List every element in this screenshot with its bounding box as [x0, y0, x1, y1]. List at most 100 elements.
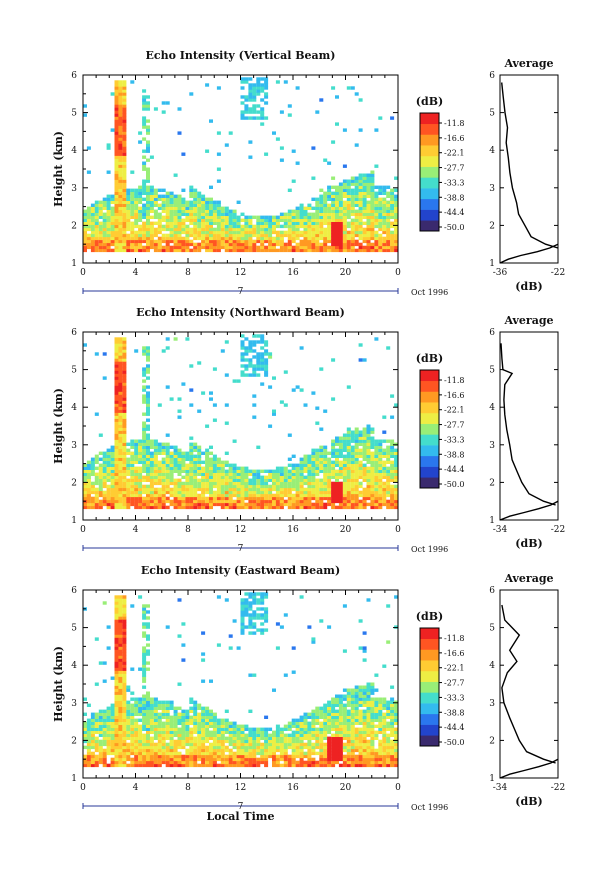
heatmap-cell — [390, 454, 395, 458]
heatmap-cell — [390, 415, 395, 419]
heatmap-cell — [122, 670, 127, 674]
colorbar-segment — [420, 466, 439, 478]
heatmap-cell — [122, 475, 127, 479]
heatmap-cell — [114, 748, 119, 753]
heatmap-cell — [240, 757, 245, 762]
heatmap-cell — [201, 239, 206, 244]
heatmap-cell — [338, 451, 343, 455]
heatmap-cell — [256, 215, 261, 219]
heatmap-cell — [118, 364, 123, 368]
heatmap-cell — [299, 715, 304, 719]
heatmap-cell — [161, 484, 166, 489]
heatmap-cell — [161, 751, 166, 756]
heatmap-cell — [98, 739, 103, 744]
heatmap-cell — [134, 505, 139, 510]
heatmap-cell — [390, 490, 395, 495]
heatmap-cell — [146, 170, 150, 174]
heatmap-cell — [114, 218, 119, 222]
heatmap-cell — [153, 496, 158, 501]
heatmap-cell — [244, 358, 249, 362]
heatmap-cell — [350, 218, 355, 222]
heatmap-cell — [142, 212, 147, 216]
colorbar-frame — [419, 112, 440, 232]
heatmap-cell — [236, 379, 241, 383]
heatmap-cell — [342, 505, 347, 510]
heatmap-cell — [307, 502, 312, 507]
heatmap-cell — [83, 763, 87, 768]
heatmap-cell — [118, 742, 123, 747]
heatmap-cell — [122, 200, 127, 204]
profile-title: Average — [503, 314, 553, 327]
heatmap-cell — [102, 709, 107, 713]
heatmap-cell — [146, 128, 150, 132]
heatmap-cell — [193, 739, 198, 744]
heatmap-cell — [122, 751, 127, 756]
heatmap-cell — [268, 478, 273, 482]
heatmap-cell — [260, 346, 265, 350]
heatmap-cell — [161, 754, 166, 759]
heatmap-cell — [114, 670, 119, 674]
heatmap-cell — [189, 457, 194, 461]
heatmap-cell — [114, 152, 119, 156]
heatmap-cell — [169, 233, 174, 238]
heatmap-cell — [114, 460, 119, 464]
heatmap-cell — [268, 218, 273, 222]
heatmap-cell — [122, 406, 127, 410]
heatmap-cell — [122, 206, 127, 210]
heatmap-cell — [153, 481, 158, 486]
heatmap-cell — [146, 95, 150, 99]
heatmap-cell — [382, 481, 387, 486]
heatmap-cell — [161, 502, 166, 507]
heatmap-cell — [86, 763, 91, 768]
heatmap-cell — [181, 206, 186, 210]
heatmap-cell — [362, 197, 367, 201]
heatmap-cell — [228, 736, 233, 740]
heatmap-cell — [264, 595, 269, 599]
heatmap-cell — [350, 478, 355, 482]
heatmap-cell — [252, 733, 257, 737]
heatmap-cell — [335, 481, 339, 486]
heatmap-cell — [291, 742, 296, 747]
heatmap-cell — [346, 451, 351, 455]
heatmap-cell — [216, 757, 221, 762]
heatmap-cell — [283, 739, 288, 744]
heatmap-cell — [323, 197, 328, 201]
heatmap-cell — [212, 248, 217, 253]
heatmap-cell — [295, 487, 300, 492]
heatmap-cell — [118, 134, 123, 138]
heatmap-cell — [142, 367, 147, 371]
heatmap-cell — [212, 227, 217, 232]
heatmap-cell — [185, 212, 190, 216]
heatmap-cell — [122, 505, 127, 510]
heatmap-cell — [142, 676, 147, 680]
heatmap-cell — [114, 346, 119, 350]
heatmap-cell — [366, 457, 371, 461]
heatmap-cell — [315, 200, 320, 204]
heatmap-cell — [122, 370, 127, 374]
heatmap-cell — [354, 499, 359, 504]
heatmap-cell — [220, 469, 225, 473]
heatmap-cell — [181, 466, 186, 470]
heatmap-cell — [382, 472, 387, 476]
heatmap-cell — [138, 454, 143, 458]
heatmap-cell — [354, 442, 359, 446]
heatmap-cell — [240, 116, 245, 120]
heatmap-cell — [149, 481, 154, 486]
heatmap-cell — [311, 733, 316, 737]
heatmap-cell — [86, 170, 91, 174]
heatmap-cell — [252, 595, 257, 599]
heatmap-cell — [244, 478, 249, 482]
heatmap-cell — [94, 712, 99, 716]
heatmap-cell — [370, 179, 375, 183]
heatmap-cell — [114, 212, 119, 216]
heatmap-cell — [370, 454, 375, 458]
heatmap-cell — [142, 191, 147, 195]
heatmap-cell — [177, 751, 182, 756]
heatmap-cell — [118, 176, 123, 180]
heatmap-cell — [209, 209, 213, 213]
heatmap-cell — [185, 206, 190, 210]
heatmap-cell — [220, 221, 225, 225]
heatmap-cell — [161, 451, 166, 455]
heatmap-cell — [86, 745, 91, 750]
heatmap-cell — [370, 221, 375, 225]
